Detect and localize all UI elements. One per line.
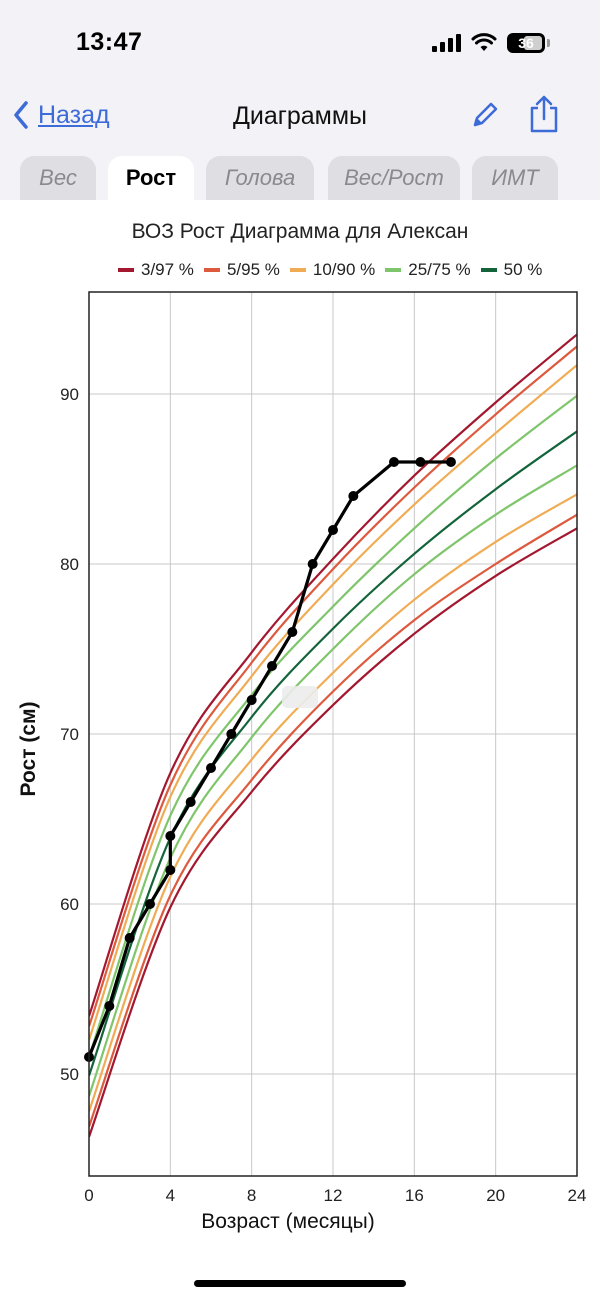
legend-swatch bbox=[480, 268, 497, 272]
child-data-point bbox=[328, 525, 338, 535]
x-tick-label: 24 bbox=[568, 1186, 587, 1205]
battery-icon: 36 bbox=[507, 33, 545, 53]
child-data-point bbox=[246, 695, 257, 705]
child-data-point bbox=[165, 865, 176, 875]
growth-chart[interactable]: 0 4 8 12 16 20 24 50 60 70 80 90 Возраст (месяцы) Рос… bbox=[0, 280, 600, 1240]
status-icons: 36 bbox=[432, 33, 550, 53]
child-data-point bbox=[165, 831, 176, 841]
percentile-line bbox=[89, 333, 577, 1017]
x-tick-label: 4 bbox=[166, 1186, 175, 1205]
child-data-point bbox=[104, 1001, 115, 1011]
x-tick-label: 16 bbox=[405, 1186, 424, 1205]
child-data-point bbox=[185, 797, 196, 807]
legend-label: 10/90 % bbox=[312, 260, 376, 279]
chart-title: ВОЗ Рост Диаграмма для Алексан bbox=[131, 220, 469, 243]
plot-frame bbox=[88, 291, 578, 1177]
back-button[interactable]: Назад bbox=[12, 100, 110, 130]
edit-button[interactable] bbox=[470, 100, 500, 135]
child-data-point bbox=[145, 899, 155, 909]
child-data-point bbox=[124, 933, 135, 943]
status-time: 13:47 bbox=[76, 28, 143, 56]
pencil-icon bbox=[473, 102, 498, 127]
tab-weight-height[interactable]: Вес/Рост bbox=[328, 156, 460, 200]
legend-label: 25/75 % bbox=[408, 260, 471, 279]
child-data-point bbox=[348, 491, 359, 501]
page-title: Диаграммы bbox=[232, 102, 368, 130]
cellular-signal-icon bbox=[432, 34, 461, 52]
tab-weight[interactable]: Вес bbox=[20, 156, 96, 200]
child-data-point bbox=[226, 729, 237, 739]
legend-swatch bbox=[203, 268, 220, 272]
child-data-point bbox=[307, 559, 318, 569]
legend-item-3-97: 3/97 % bbox=[118, 260, 194, 280]
y-tick-label: 80 bbox=[60, 555, 79, 574]
y-tick-label: 90 bbox=[60, 385, 79, 404]
battery-level: 36 bbox=[518, 35, 534, 51]
back-label: Назад bbox=[38, 100, 110, 129]
chart-legend: 3/97 % 5/95 % 10/90 % 25/75 % 50 % bbox=[118, 260, 542, 280]
legend-swatch bbox=[289, 268, 306, 272]
child-data-point bbox=[415, 457, 426, 467]
tab-bmi[interactable]: ИМТ bbox=[472, 156, 558, 200]
share-icon bbox=[530, 95, 558, 133]
child-height-line bbox=[89, 460, 451, 1058]
legend-item-5-95: 5/95 % bbox=[203, 260, 280, 280]
y-tick-label: 70 bbox=[60, 725, 79, 744]
percentile-line bbox=[89, 430, 577, 1077]
x-axis-label: Возраст (месяцы) bbox=[201, 1210, 375, 1233]
percentile-line bbox=[89, 394, 577, 1058]
tab-head[interactable]: Голова bbox=[206, 156, 314, 200]
legend-label: 5/95 % bbox=[226, 260, 280, 279]
legend-label: 50 % bbox=[503, 260, 543, 279]
share-button[interactable] bbox=[526, 94, 562, 139]
legend-swatch bbox=[118, 268, 134, 272]
navigation-bar: Назад Диаграммы bbox=[0, 90, 600, 146]
chart-overlay-chip bbox=[282, 686, 318, 708]
child-data-point bbox=[445, 457, 456, 467]
tab-bar: Вес Рост Голова Вес/Рост ИМТ bbox=[0, 156, 600, 200]
percentile-line bbox=[89, 364, 577, 1041]
percentile-line bbox=[89, 345, 577, 1027]
x-tick-label: 12 bbox=[324, 1186, 343, 1205]
home-indicator bbox=[194, 1280, 406, 1287]
legend-item-50: 50 % bbox=[480, 260, 543, 280]
chevron-left-icon bbox=[14, 101, 28, 129]
y-axis-label: Рост (см) bbox=[17, 701, 40, 796]
child-data-point bbox=[389, 457, 399, 467]
legend-swatch bbox=[385, 268, 402, 272]
x-tick-label: 0 bbox=[84, 1186, 93, 1205]
x-tick-label: 20 bbox=[486, 1186, 505, 1205]
wifi-icon bbox=[471, 33, 497, 51]
tab-height[interactable]: Рост bbox=[108, 156, 194, 200]
legend-item-25-75: 25/75 % bbox=[385, 260, 471, 280]
child-data-point bbox=[287, 627, 298, 637]
percentile-line bbox=[89, 513, 577, 1128]
y-tick-label: 50 bbox=[60, 1065, 79, 1084]
percentile-line bbox=[89, 527, 577, 1138]
child-data-point bbox=[206, 763, 216, 773]
legend-label: 3/97 % bbox=[141, 260, 194, 279]
child-data-point bbox=[267, 661, 277, 671]
battery-indicator: 36 bbox=[507, 33, 550, 53]
y-tick-label: 60 bbox=[60, 895, 79, 914]
legend-item-10-90: 10/90 % bbox=[289, 260, 376, 280]
x-tick-label: 8 bbox=[247, 1186, 256, 1205]
